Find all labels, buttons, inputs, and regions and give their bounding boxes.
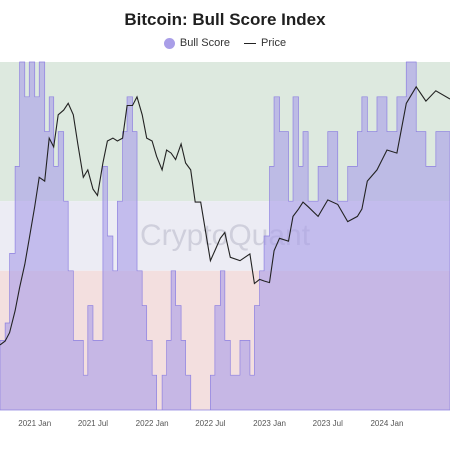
x-tick-label: 2022 Jul (195, 419, 225, 428)
legend: Bull Score Price (0, 37, 450, 49)
x-tick-label: 2023 Jan (253, 419, 286, 428)
x-tick-label: 2024 Jan (370, 419, 403, 428)
x-tick-label: 2021 Jan (18, 419, 51, 428)
price-swatch (244, 42, 257, 44)
chart-title: Bitcoin: Bull Score Index (124, 10, 326, 29)
price-line[interactable] (0, 85, 450, 346)
legend-item-price[interactable]: Price (244, 37, 286, 49)
legend-label-bull-score: Bull Score (179, 37, 231, 49)
bull-score-swatch (163, 37, 175, 49)
legend-item-bull-score[interactable]: Bull Score (163, 37, 231, 49)
bull-score-area[interactable] (0, 61, 450, 411)
x-tick-label: 2023 Jul (313, 419, 343, 428)
x-tick-label: 2022 Jan (136, 419, 169, 428)
x-tick-label: 2021 Jul (78, 419, 108, 428)
legend-label-price: Price (261, 37, 287, 49)
x-axis-ticks: 2021 Jan 2021 Jul 2022 Jan 2022 Jul 2023 Jan… (18, 419, 403, 428)
